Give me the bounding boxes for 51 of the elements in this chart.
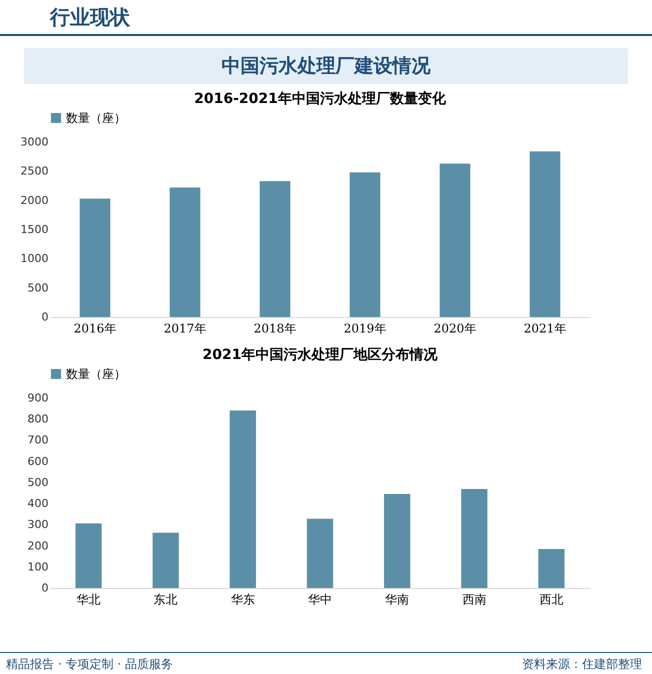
legend-label: 数量（座） [66,111,126,125]
text: 资料来源：住建部整理 [522,656,642,673]
text: 行业现状 [0,0,652,36]
legend-label: 数量（座） [66,367,126,381]
bar [230,410,256,588]
y-tick-label: 1500 [20,223,48,236]
x-tick-label: 2019年 [344,322,386,336]
y-tick-label: 800 [28,412,48,426]
x-tick-label: 西南 [462,592,486,606]
chart-title: 2016-2021年中国污水处理厂数量变化 [194,90,447,107]
x-tick-label: 2021年 [524,322,566,336]
x-tick-label: 东北 [154,592,178,606]
x-tick-label: 华北 [76,592,101,606]
bar [384,494,410,588]
bar [260,181,290,317]
chart-title: 2021年中国污水处理厂地区分布情况 [202,347,438,363]
y-tick-label: 400 [28,497,48,510]
y-tick-label: 0 [42,310,48,324]
text: 精品报告 · 专项定制 · 品质服务 [6,656,173,673]
y-tick-label: 200 [28,539,48,552]
bar [440,164,470,317]
y-tick-label: 900 [28,392,48,404]
bar [75,523,102,588]
y-tick-label: 100 [28,560,48,574]
bar [80,198,110,317]
x-tick-label: 2018年 [254,322,296,336]
y-tick-label: 500 [28,476,48,489]
y-tick-label: 3000 [20,136,48,148]
bar [538,548,565,588]
bar [530,151,560,317]
y-tick-label: 0 [42,582,48,594]
y-tick-label: 2500 [20,164,48,178]
x-tick-label: 2020年 [434,322,476,336]
bar [461,488,488,588]
x-tick-label: 2017年 [164,322,206,336]
bar [306,518,334,588]
y-tick-label: 2000 [20,194,48,207]
y-tick-label: 600 [28,454,48,468]
x-tick-label: 2016年 [74,322,116,336]
bar [170,188,200,317]
y-tick-label: 500 [28,281,48,294]
x-tick-label: 西北 [539,592,564,606]
y-tick-label: 300 [28,518,48,532]
text: 中国污水处理厂建设情况 [24,48,628,84]
y-tick-label: 700 [28,434,48,447]
x-tick-label: 华中 [308,592,332,606]
x-tick-label: 华南 [385,592,410,606]
bar [350,172,380,317]
x-tick-label: 华东 [230,592,255,606]
y-tick-label: 1000 [20,252,48,266]
bar [152,532,179,588]
